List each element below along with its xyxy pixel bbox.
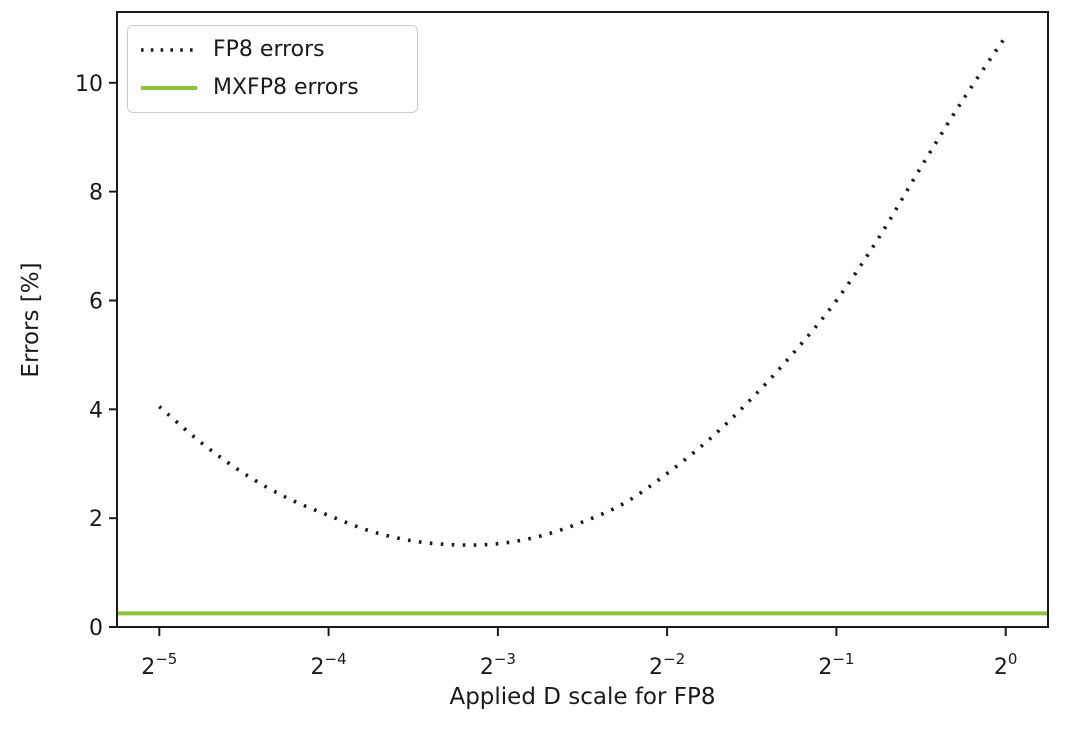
y-tick-label: 4 (89, 398, 103, 423)
x-axis-label: Applied D scale for FP8 (449, 684, 716, 710)
solid-line-sample-icon (141, 86, 197, 90)
y-tick-label: 8 (89, 181, 103, 206)
y-tick-label: 10 (75, 72, 103, 97)
legend: FP8 errors MXFP8 errors (127, 25, 418, 113)
x-tick-label: 2−2 (649, 650, 685, 680)
x-tick-label: 2−1 (818, 650, 854, 680)
y-tick-label: 2 (89, 507, 103, 532)
plot-frame (116, 11, 1049, 628)
dotted-line-sample-icon (141, 48, 197, 52)
y-axis-label: Errors [%] (18, 262, 44, 378)
x-tick-label: 2−4 (311, 650, 347, 680)
x-tick-label: 2−3 (480, 650, 516, 680)
legend-item-mxfp8: MXFP8 errors (140, 77, 405, 99)
x-tick-label: 20 (994, 650, 1018, 680)
series-line-fp8-errors (158, 35, 1008, 547)
legend-item-fp8: FP8 errors (140, 39, 405, 61)
legend-item-label: FP8 errors (213, 37, 325, 62)
x-tick-label: 2−5 (141, 650, 177, 680)
y-tick-label: 6 (89, 290, 103, 315)
y-tick-label: 0 (89, 616, 103, 641)
legend-item-label: MXFP8 errors (213, 75, 359, 100)
